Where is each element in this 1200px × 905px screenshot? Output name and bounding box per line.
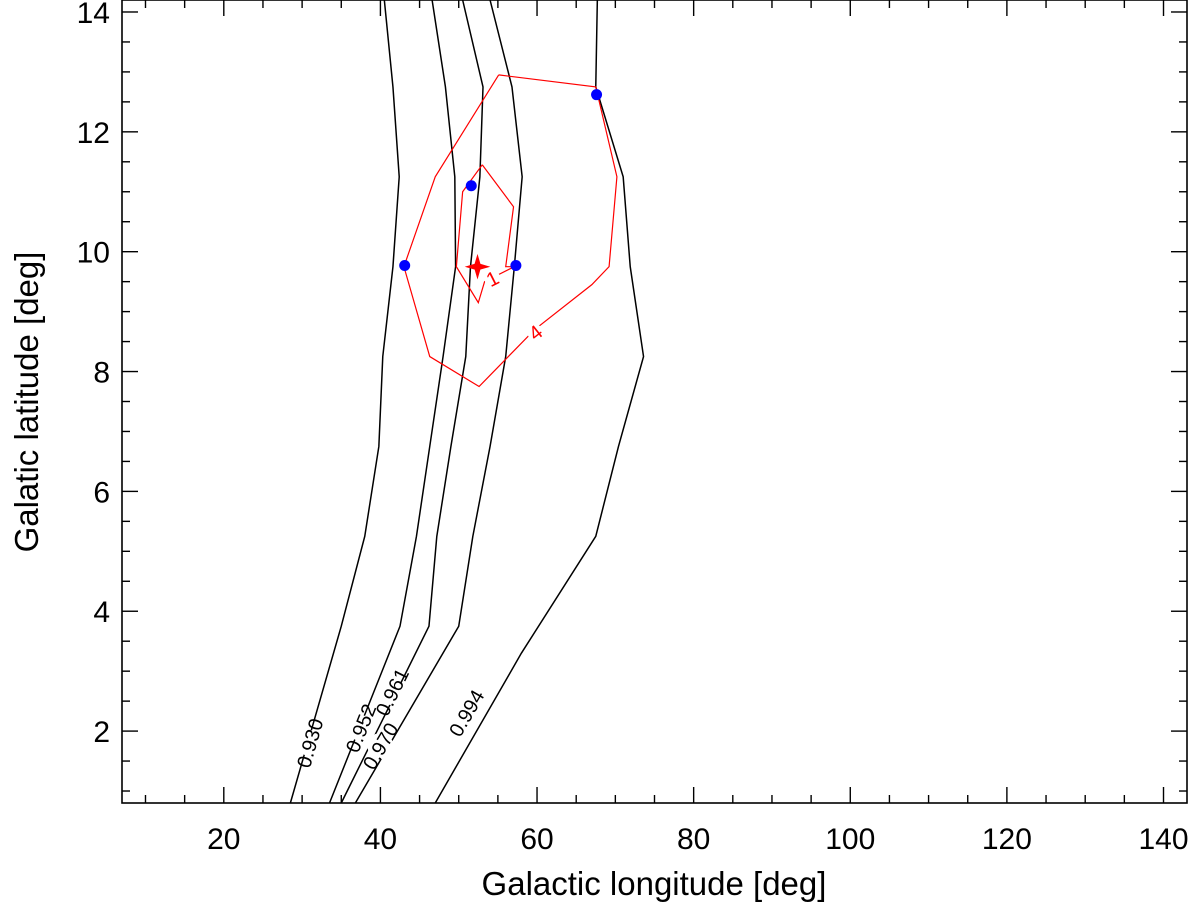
x-tick-label: 120 — [982, 823, 1032, 856]
label-gap — [379, 679, 406, 706]
x-tick-label: 100 — [825, 823, 875, 856]
contour-line — [354, 0, 523, 804]
data-point — [465, 180, 477, 192]
x-tick-label: 80 — [677, 823, 710, 856]
label-gap — [484, 270, 501, 287]
data-point — [510, 259, 522, 271]
label-gap — [367, 733, 394, 760]
plot-frame — [121, 0, 1188, 804]
y-tick-label: 6 — [93, 476, 110, 509]
contour-line — [289, 0, 400, 804]
red-contour-lines: 14 — [403, 74, 618, 388]
red-contour-line — [455, 164, 515, 305]
label-gap — [347, 715, 374, 742]
axis-ticks — [122, 0, 1187, 803]
data-point — [591, 89, 603, 101]
x-tick-labels: 20 40 60 80 100 120 140 — [207, 823, 1188, 856]
label-gap — [527, 324, 544, 341]
y-tick-label: 8 — [93, 357, 110, 390]
contour-label: 0.930 — [293, 716, 328, 770]
x-axis-title: Galactic longitude [deg] — [482, 865, 827, 902]
data-point — [399, 259, 411, 271]
contour-label: 0.961 — [372, 665, 414, 720]
data-points — [399, 89, 603, 271]
x-tick-label: 40 — [364, 823, 397, 856]
contour-label: 0.994 — [445, 686, 489, 740]
best-fit-marker — [464, 253, 491, 280]
y-tick-label: 2 — [93, 716, 110, 749]
best-fit-star — [464, 253, 491, 280]
label-gap — [296, 730, 323, 757]
x-tick-label: 140 — [1138, 823, 1188, 856]
y-axis-title: Galatic latitude [deg] — [8, 252, 45, 553]
y-tick-label: 12 — [77, 117, 110, 150]
y-tick-labels: 2 4 6 8 10 12 14 — [77, 0, 110, 749]
label-gap — [453, 700, 480, 727]
y-tick-label: 4 — [93, 596, 110, 629]
y-tick-label: 10 — [77, 237, 110, 270]
y-tick-label: 14 — [77, 0, 110, 30]
contour-line — [328, 0, 457, 804]
contour-line — [434, 0, 645, 804]
red-contour-label: 4 — [525, 321, 547, 345]
x-tick-label: 20 — [207, 823, 240, 856]
x-tick-label: 60 — [520, 823, 553, 856]
contour-line — [340, 0, 484, 804]
